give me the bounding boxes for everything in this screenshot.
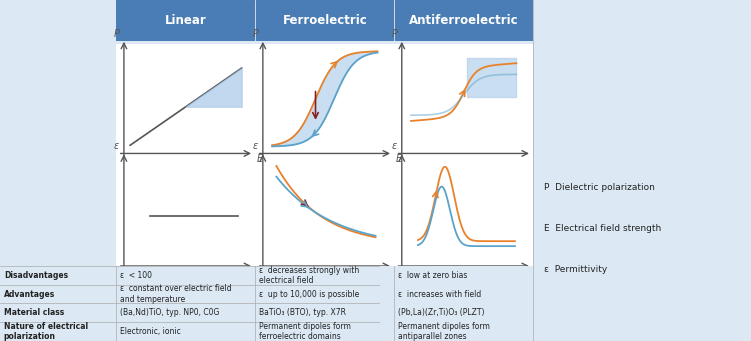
- Text: ε: ε: [253, 141, 258, 151]
- Text: Nature of electrical
polarization: Nature of electrical polarization: [4, 322, 88, 341]
- Text: E: E: [257, 267, 263, 277]
- Text: Material class: Material class: [4, 308, 64, 317]
- Text: P  Dielectric polarization: P Dielectric polarization: [544, 183, 655, 192]
- Text: E: E: [535, 154, 541, 164]
- Text: Antiferroelectric: Antiferroelectric: [409, 14, 518, 27]
- Text: P: P: [114, 29, 120, 39]
- Text: (Pb,La)(Zr,Ti)O₃ (PLZT): (Pb,La)(Zr,Ti)O₃ (PLZT): [398, 308, 484, 317]
- Text: E: E: [396, 154, 402, 164]
- Text: ε  decreases strongly with
electrical field: ε decreases strongly with electrical fie…: [259, 266, 359, 285]
- Text: E: E: [257, 154, 263, 164]
- Polygon shape: [272, 51, 378, 146]
- Text: ε  low at zero bias: ε low at zero bias: [398, 271, 467, 280]
- Text: Permanent dipoles form
ferroelectric domains: Permanent dipoles form ferroelectric dom…: [259, 322, 351, 341]
- Text: ε  < 100: ε < 100: [120, 271, 152, 280]
- Text: ε  increases with field: ε increases with field: [398, 290, 481, 299]
- Text: E: E: [535, 267, 541, 277]
- Text: E  Electrical field strength: E Electrical field strength: [544, 224, 662, 233]
- Text: ε  constant over electric field
and temperature: ε constant over electric field and tempe…: [120, 284, 232, 304]
- Text: BaTiO₃ (BTO), typ. X7R: BaTiO₃ (BTO), typ. X7R: [259, 308, 346, 317]
- Text: P: P: [253, 29, 259, 39]
- Text: P: P: [392, 29, 398, 39]
- Text: Disadvantages: Disadvantages: [4, 271, 68, 280]
- Text: ε: ε: [114, 141, 119, 151]
- Text: Ferroelectric: Ferroelectric: [282, 14, 367, 27]
- Text: ε: ε: [392, 141, 397, 151]
- Text: ε  up to 10,000 is possible: ε up to 10,000 is possible: [259, 290, 359, 299]
- Text: (Ba,Nd)TiO, typ. NP0, C0G: (Ba,Nd)TiO, typ. NP0, C0G: [120, 308, 219, 317]
- Text: Permanent dipoles form
antiparallel zones: Permanent dipoles form antiparallel zone…: [398, 322, 490, 341]
- Text: Electronic, ionic: Electronic, ionic: [120, 327, 181, 336]
- Text: Advantages: Advantages: [4, 290, 55, 299]
- Text: E: E: [396, 267, 402, 277]
- Text: Linear: Linear: [165, 14, 207, 27]
- Text: ε  Permittivity: ε Permittivity: [544, 265, 608, 274]
